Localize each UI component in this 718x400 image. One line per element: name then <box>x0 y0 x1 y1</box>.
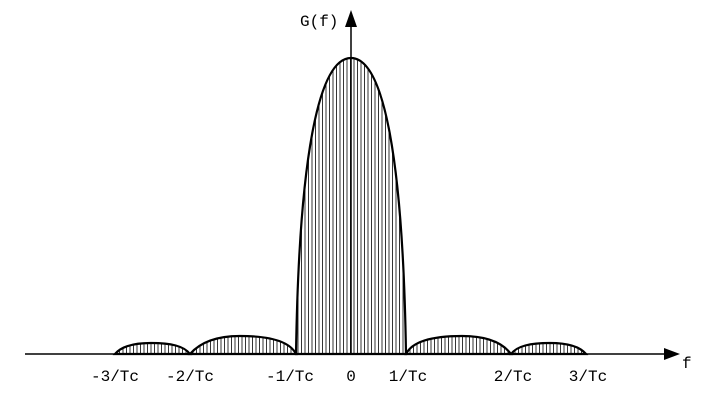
tick-label: -2/Tc <box>166 368 214 386</box>
tick-label: 1/Tc <box>389 368 427 386</box>
x-arrow <box>664 348 680 360</box>
side-lobe <box>404 334 514 356</box>
tick-label: 2/Tc <box>494 368 532 386</box>
tick-label: 3/Tc <box>569 368 607 386</box>
tick-label: -1/Tc <box>266 368 314 386</box>
tick-label: 0 <box>346 368 356 386</box>
side-lobe <box>187 334 298 356</box>
y-arrow <box>345 10 357 27</box>
tick-labels: -3/Tc -2/Tc -1/Tc 0 1/Tc 2/Tc 3/Tc <box>91 368 607 386</box>
side-lobe <box>112 341 193 356</box>
x-axis-label: f <box>682 355 692 373</box>
tick-label: -3/Tc <box>91 368 139 386</box>
side-lobe <box>508 341 589 356</box>
y-axis-label: G(f) <box>300 13 338 31</box>
